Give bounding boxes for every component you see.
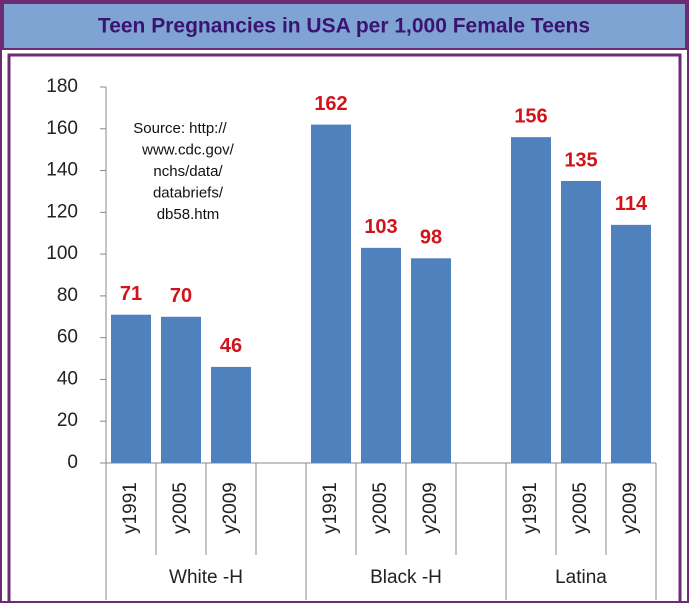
bar <box>111 314 151 463</box>
bar <box>611 224 651 463</box>
annotation: db58.htm <box>157 206 220 223</box>
bar <box>561 181 601 463</box>
annotation: nchs/data/ <box>153 163 223 180</box>
x-tick-label: y2005 <box>570 482 591 534</box>
bar <box>161 316 201 463</box>
x-tick-label: y1991 <box>320 482 341 534</box>
y-tick-label: 40 <box>57 368 78 389</box>
y-tick-label: 160 <box>46 118 78 139</box>
y-tick-label: 140 <box>46 160 78 181</box>
data-label: 98 <box>420 227 442 249</box>
x-tick-label: y1991 <box>120 482 141 534</box>
x-tick-label: y2005 <box>170 482 191 534</box>
y-tick-label: 100 <box>46 243 78 264</box>
group-label: Latina <box>555 567 607 588</box>
y-tick-label: 180 <box>46 76 78 97</box>
data-label: 70 <box>170 285 192 307</box>
data-label: 46 <box>220 335 242 357</box>
annotation: Source: http:// <box>133 120 227 137</box>
bar <box>511 137 551 463</box>
bar <box>411 258 451 463</box>
bar <box>311 124 351 463</box>
group-label: White -H <box>169 567 243 588</box>
y-tick-label: 60 <box>57 327 78 348</box>
x-tick-label: y1991 <box>520 482 541 534</box>
data-label: 135 <box>564 149 597 171</box>
y-tick-label: 0 <box>67 452 78 473</box>
chart-title: Teen Pregnancies in USA per 1,000 Female… <box>98 15 590 38</box>
annotation: databriefs/ <box>153 184 224 201</box>
x-tick-label: y2005 <box>370 482 391 534</box>
x-tick-label: y2009 <box>220 482 241 534</box>
data-label: 162 <box>314 93 347 115</box>
x-tick-label: y2009 <box>620 482 641 534</box>
data-label: 114 <box>615 193 648 215</box>
x-tick-label: y2009 <box>420 482 441 534</box>
group-label: Black -H <box>370 567 442 588</box>
data-label: 71 <box>120 283 142 305</box>
data-label: 103 <box>364 216 397 238</box>
bar <box>211 366 251 463</box>
data-label: 156 <box>514 105 547 127</box>
bar <box>361 247 401 463</box>
annotation: www.cdc.gov/ <box>141 141 235 158</box>
y-tick-label: 20 <box>57 410 78 431</box>
y-tick-label: 120 <box>46 201 78 222</box>
y-tick-label: 80 <box>57 285 78 306</box>
title-bar <box>2 2 687 50</box>
